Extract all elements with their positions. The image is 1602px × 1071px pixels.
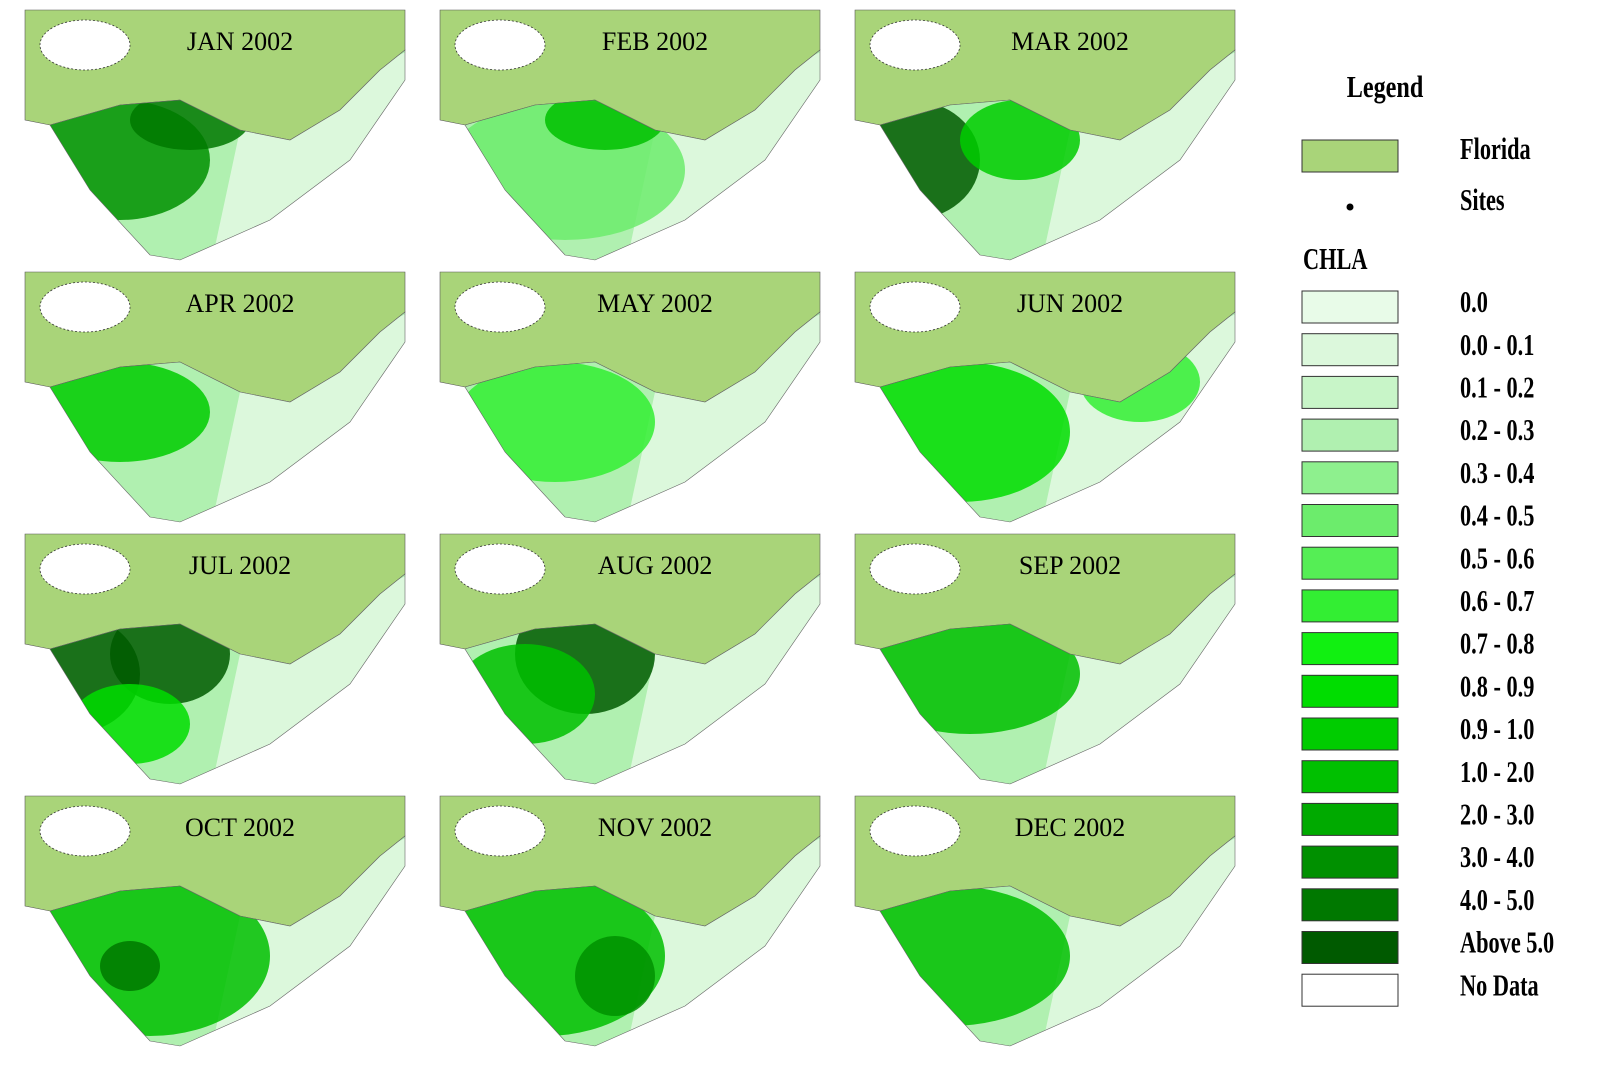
panel-title: APR 2002 bbox=[185, 289, 294, 318]
legend-swatch bbox=[1302, 846, 1398, 878]
everglades bbox=[40, 806, 130, 856]
legend-label: 0.8 - 0.9 bbox=[1460, 669, 1534, 703]
legend-swatch bbox=[1302, 140, 1398, 172]
site-symbol bbox=[1347, 204, 1354, 211]
legend-label: 0.1 - 0.2 bbox=[1460, 370, 1534, 404]
legend-swatch bbox=[1302, 505, 1398, 537]
legend-swatch bbox=[1302, 761, 1398, 793]
legend-heading: CHLA bbox=[1303, 242, 1368, 276]
panel-title: AUG 2002 bbox=[598, 551, 713, 580]
legend-swatch bbox=[1302, 889, 1398, 921]
panel-title: OCT 2002 bbox=[185, 813, 295, 842]
legend-label: Above 5.0 bbox=[1460, 925, 1554, 959]
legend-swatch bbox=[1302, 803, 1398, 835]
legend-swatch bbox=[1302, 718, 1398, 750]
map-panel: FEB 2002 bbox=[425, 10, 825, 270]
legend-swatch bbox=[1302, 590, 1398, 622]
map-panel: DEC 2002 bbox=[830, 796, 1240, 1056]
legend-swatch bbox=[1302, 419, 1398, 451]
panel-title: NOV 2002 bbox=[598, 813, 712, 842]
panel-title: MAR 2002 bbox=[1011, 27, 1129, 56]
legend-label: 0.7 - 0.8 bbox=[1460, 626, 1534, 660]
everglades bbox=[40, 544, 130, 594]
legend-swatch bbox=[1302, 291, 1398, 323]
legend-label: 0.9 - 1.0 bbox=[1460, 712, 1534, 746]
map-panel: OCT 2002 bbox=[10, 796, 410, 1056]
map-figure: JAN 2002 FEB 2002 MAR 2002 APR 2002 MAY 2002… bbox=[0, 0, 1602, 1071]
legend-label: 0.0 - 0.1 bbox=[1460, 327, 1534, 361]
map-panel: AUG 2002 bbox=[425, 534, 825, 794]
legend-label: 3.0 - 4.0 bbox=[1460, 840, 1534, 874]
legend-label: Sites bbox=[1460, 183, 1505, 217]
legend-label: 0.2 - 0.3 bbox=[1460, 413, 1534, 447]
legend-label: 0.3 - 0.4 bbox=[1460, 455, 1534, 489]
everglades bbox=[870, 20, 960, 70]
chla-blob bbox=[575, 936, 655, 1016]
panel-title: JUL 2002 bbox=[189, 551, 291, 580]
legend-swatch bbox=[1302, 633, 1398, 665]
legend-label: 2.0 - 3.0 bbox=[1460, 797, 1534, 831]
map-panel: APR 2002 bbox=[10, 272, 410, 532]
legend-label: 0.5 - 0.6 bbox=[1460, 541, 1534, 575]
legend-swatch bbox=[1302, 547, 1398, 579]
everglades bbox=[455, 20, 545, 70]
map-panel: MAY 2002 bbox=[425, 272, 825, 532]
legend-swatch bbox=[1302, 376, 1398, 408]
chla-blob bbox=[455, 644, 595, 744]
panel-title: JAN 2002 bbox=[187, 27, 293, 56]
everglades bbox=[455, 282, 545, 332]
chla-blob bbox=[70, 684, 190, 764]
panel-title: SEP 2002 bbox=[1019, 551, 1121, 580]
legend-label: 0.6 - 0.7 bbox=[1460, 583, 1534, 617]
everglades bbox=[870, 544, 960, 594]
legend-swatch bbox=[1302, 334, 1398, 366]
legend-swatch bbox=[1302, 462, 1398, 494]
legend: Legend Florida Sites CHLA 0.0 0.0 - 0.1 0.1 - … bbox=[1302, 70, 1554, 1006]
panel-title: DEC 2002 bbox=[1015, 813, 1126, 842]
legend-swatch bbox=[1302, 974, 1398, 1006]
everglades bbox=[455, 544, 545, 594]
chla-blob bbox=[100, 941, 160, 991]
map-panel: NOV 2002 bbox=[425, 796, 825, 1056]
legend-label: No Data bbox=[1460, 968, 1539, 1002]
panels: JAN 2002 FEB 2002 MAR 2002 APR 2002 MAY 2002… bbox=[0, 10, 1240, 1056]
legend-label: 1.0 - 2.0 bbox=[1460, 754, 1534, 788]
legend-label: Florida bbox=[1460, 132, 1531, 166]
everglades bbox=[870, 282, 960, 332]
panel-title: FEB 2002 bbox=[602, 27, 708, 56]
map-panel: MAR 2002 bbox=[840, 10, 1240, 270]
everglades bbox=[870, 806, 960, 856]
map-panel: JUN 2002 bbox=[840, 272, 1240, 532]
legend-label: 0.4 - 0.5 bbox=[1460, 498, 1534, 532]
everglades bbox=[455, 806, 545, 856]
legend-swatch bbox=[1302, 932, 1398, 964]
legend-swatch bbox=[1302, 675, 1398, 707]
panel-title: JUN 2002 bbox=[1017, 289, 1123, 318]
legend-label: 4.0 - 5.0 bbox=[1460, 882, 1534, 916]
map-panel: JAN 2002 bbox=[10, 10, 410, 270]
map-panel: SEP 2002 bbox=[840, 534, 1240, 794]
legend-title: Legend bbox=[1347, 70, 1424, 105]
everglades bbox=[40, 20, 130, 70]
map-panel: JUL 2002 bbox=[0, 534, 410, 794]
everglades bbox=[40, 282, 130, 332]
panel-title: MAY 2002 bbox=[597, 289, 713, 318]
legend-label: 0.0 bbox=[1460, 285, 1488, 319]
